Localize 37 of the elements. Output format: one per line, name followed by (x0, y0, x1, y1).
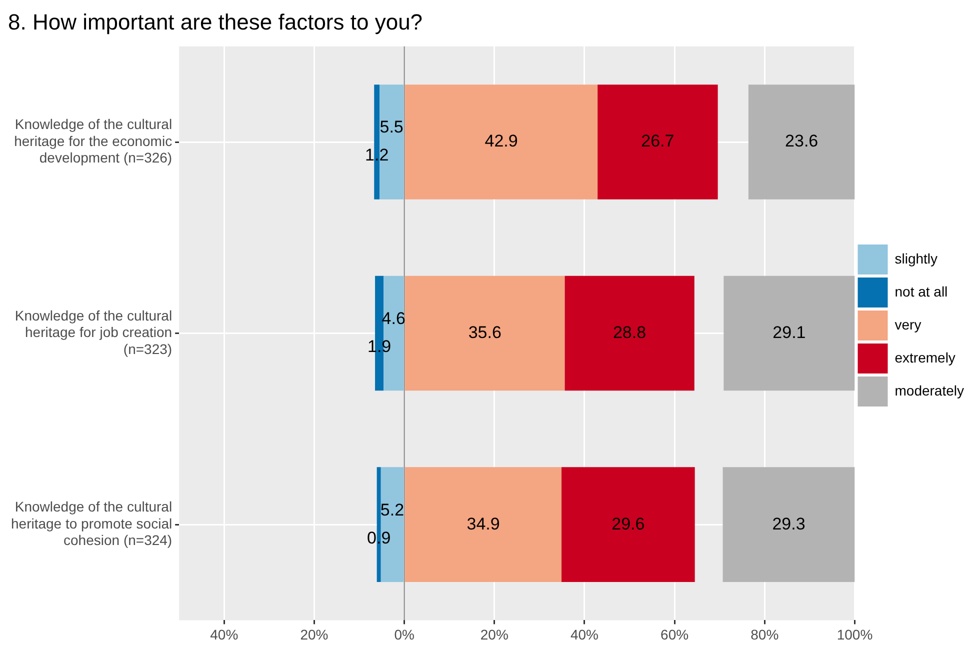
chart-title: 8. How important are these factors to you? (8, 9, 423, 34)
x-tick-label: 0% (394, 626, 414, 642)
bar (722, 467, 855, 582)
x-tick-label: 40% (570, 626, 598, 642)
bar (405, 467, 562, 582)
x-tick-label: 80% (750, 626, 779, 642)
bar (724, 276, 855, 391)
data-label: 29.3 (772, 514, 806, 534)
data-label: 29.6 (612, 514, 645, 534)
data-label: 26.7 (641, 132, 674, 151)
data-label: 34.9 (466, 514, 500, 534)
y-tick-label: Knowledge of the cultural heritage to promote social cohesion (n=324) (10, 498, 172, 548)
data-label: 5.2 (380, 500, 404, 520)
bar (405, 276, 565, 391)
legend-label: extremely (894, 349, 956, 366)
x-tick-label: 20% (300, 626, 328, 642)
bar (562, 467, 695, 582)
data-label: 23.6 (785, 132, 818, 151)
data-label: 42.9 (484, 132, 518, 151)
bar (405, 84, 598, 200)
y-tick-label: Knowledge of the cultural heritage for job creation (n=323) (14, 307, 172, 357)
bar (564, 276, 694, 391)
legend-label: very (894, 316, 922, 332)
data-label: 5.5 (380, 118, 404, 137)
y-tick-label: Knowledge of the cultural heritage for the economic development (n=326) (14, 116, 172, 166)
bar (598, 84, 718, 200)
data-label: 29.1 (772, 322, 806, 342)
bar (748, 84, 855, 200)
x-tick-label: 20% (480, 626, 508, 642)
x-tick-label: 60% (660, 626, 689, 642)
legend-label: slightly (894, 250, 938, 266)
x-tick-label: 100% (836, 626, 873, 642)
x-tick-label: 40% (210, 626, 238, 642)
data-label: 28.8 (612, 322, 646, 342)
data-label: 35.6 (468, 322, 502, 342)
legend-label: not at all (894, 283, 948, 300)
legend-label: moderately (894, 382, 964, 398)
